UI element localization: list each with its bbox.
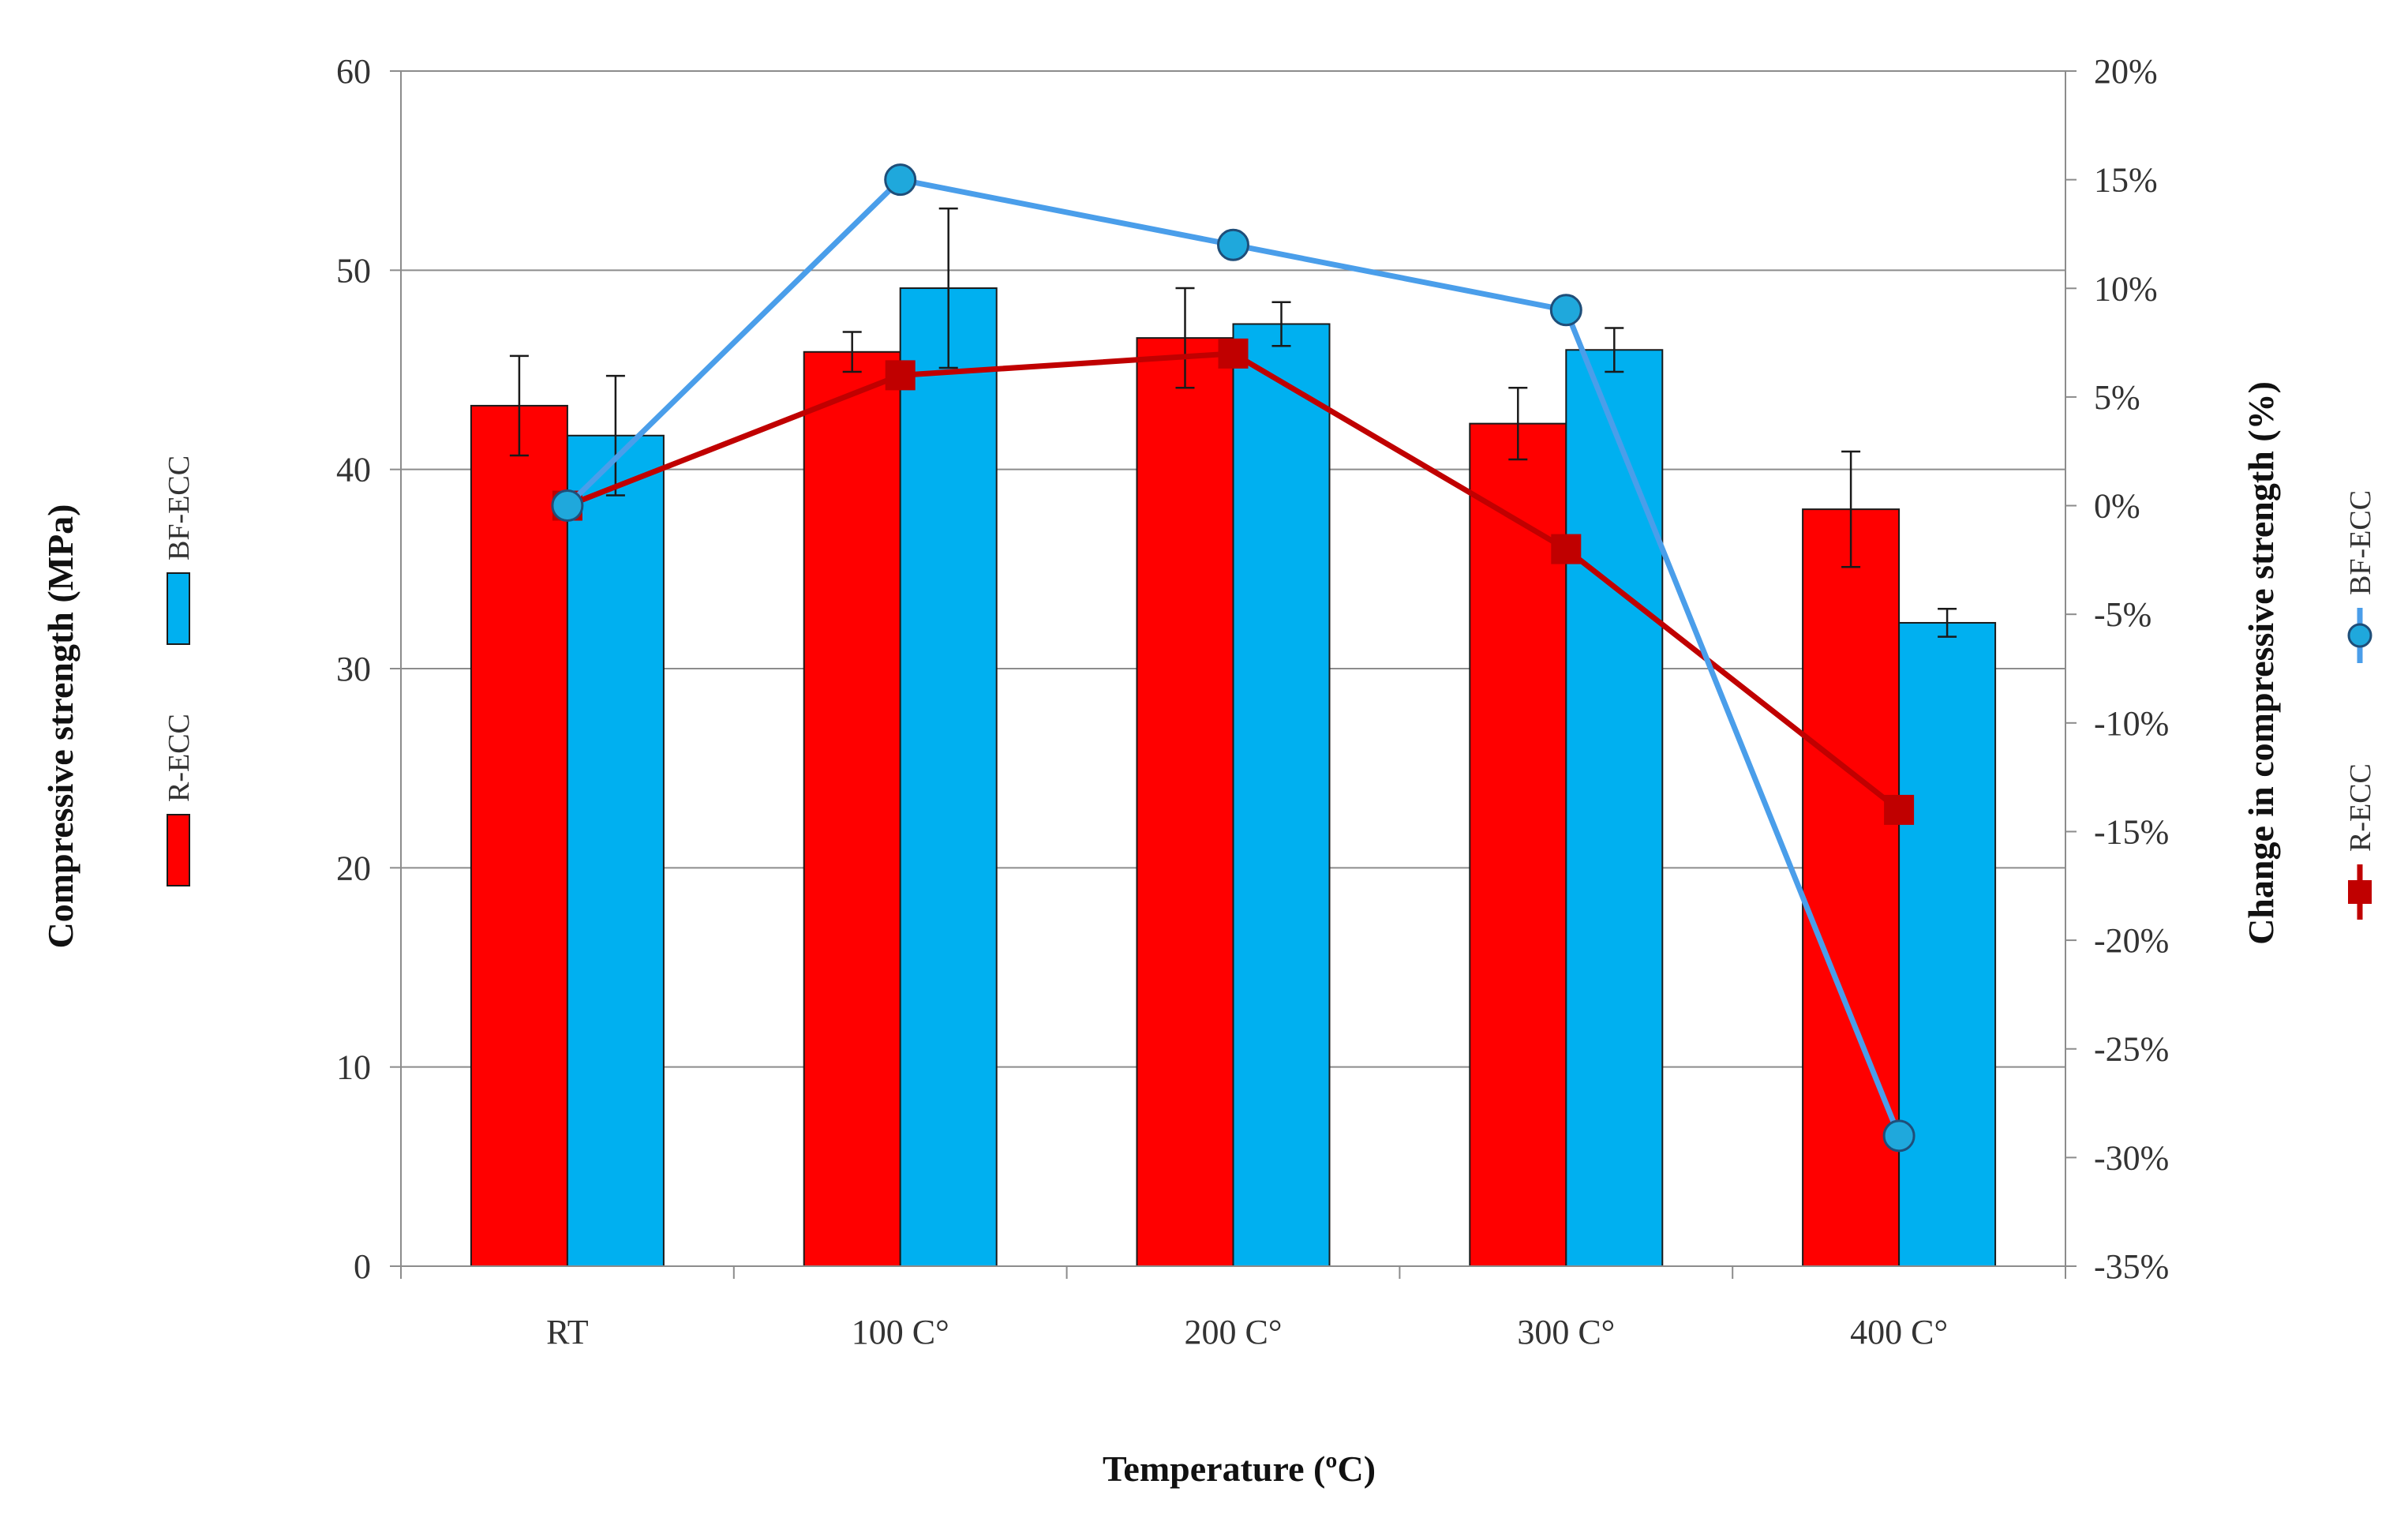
y2-tick-label: 5% bbox=[2094, 378, 2140, 417]
x-tick-label: RT bbox=[546, 1313, 589, 1351]
legend-bars: R-ECC BF-ECC bbox=[163, 455, 196, 886]
y2-tick-label: 20% bbox=[2094, 52, 2158, 91]
axes bbox=[390, 70, 2077, 1279]
line-marker-square bbox=[1551, 534, 1582, 564]
y2-tick-label: 10% bbox=[2094, 269, 2158, 308]
line-marker-square bbox=[885, 360, 916, 391]
bar-r-ecc bbox=[1136, 337, 1234, 1267]
y-tick-label: 40 bbox=[336, 451, 371, 489]
x-axis-title: Temperature (ºC) bbox=[1103, 1449, 1376, 1489]
bar-r-ecc bbox=[803, 350, 901, 1267]
legend-marker-circle bbox=[2347, 623, 2372, 648]
x-tick-label: 100 C° bbox=[852, 1313, 949, 1351]
legend-lines: R-ECC BF-ECC bbox=[2344, 490, 2377, 920]
x-tick-label: 200 C° bbox=[1185, 1313, 1283, 1351]
y-tick-label: 60 bbox=[336, 52, 371, 91]
x-tick-label: 300 C° bbox=[1517, 1313, 1615, 1351]
y2-tick-label: 15% bbox=[2094, 161, 2158, 200]
legend-marker-square bbox=[2348, 880, 2372, 904]
y2-tick-label: -15% bbox=[2094, 812, 2169, 851]
line-series bbox=[551, 163, 1916, 1153]
line-marker-circle bbox=[1549, 294, 1582, 327]
tick-labels: 0 10 20 30 40 50 60 -35% -30% -25% -20% -15% -10% -5%… bbox=[336, 52, 2169, 1351]
legend-swatch-bf-ecc bbox=[167, 572, 190, 645]
y2-tick-label: -5% bbox=[2094, 595, 2151, 634]
y2-tick-label: -10% bbox=[2094, 704, 2169, 743]
y2-tick-label: -30% bbox=[2094, 1138, 2169, 1177]
y-tick-label: 0 bbox=[354, 1247, 371, 1286]
line-marker-circle bbox=[551, 489, 584, 523]
legend-label: R-ECC bbox=[2344, 763, 2377, 852]
bar-r-ecc bbox=[470, 404, 568, 1267]
bars bbox=[470, 287, 1997, 1267]
y2-tick-label: 0% bbox=[2094, 487, 2140, 526]
line-marker-circle bbox=[1882, 1119, 1916, 1153]
legend-label: R-ECC bbox=[163, 714, 196, 802]
legend-label: BF-ECC bbox=[2344, 490, 2377, 595]
y2-tick-label: -35% bbox=[2094, 1247, 2169, 1286]
legend-label: BF-ECC bbox=[163, 455, 196, 560]
line-marker-square bbox=[1218, 338, 1249, 369]
y2-tick-label: -25% bbox=[2094, 1030, 2169, 1069]
error-bars bbox=[509, 207, 1957, 638]
y2-tick-label: -20% bbox=[2094, 921, 2169, 960]
bar-bf-ecc bbox=[899, 287, 998, 1267]
bar-r-ecc bbox=[1802, 508, 1901, 1267]
bar-bf-ecc bbox=[1565, 349, 1664, 1267]
y-tick-label: 30 bbox=[336, 650, 371, 688]
x-tick-label: 400 C° bbox=[1850, 1313, 1948, 1351]
line-marker-circle bbox=[1217, 228, 1249, 261]
y-axis-title: Compressive strength (MPa) bbox=[40, 504, 81, 949]
y2-axis-title: Change in compressive strength (%) bbox=[2241, 381, 2281, 945]
y-tick-label: 50 bbox=[336, 251, 371, 290]
legend-swatch-r-ecc bbox=[167, 814, 190, 886]
line-marker-circle bbox=[884, 163, 917, 197]
bar-bf-ecc bbox=[1232, 323, 1331, 1267]
line-marker-square bbox=[1884, 794, 1915, 825]
bar-bf-ecc bbox=[566, 434, 665, 1267]
y-tick-label: 20 bbox=[336, 849, 371, 887]
bar-bf-ecc bbox=[1898, 621, 1997, 1267]
y-tick-label: 10 bbox=[336, 1048, 371, 1087]
